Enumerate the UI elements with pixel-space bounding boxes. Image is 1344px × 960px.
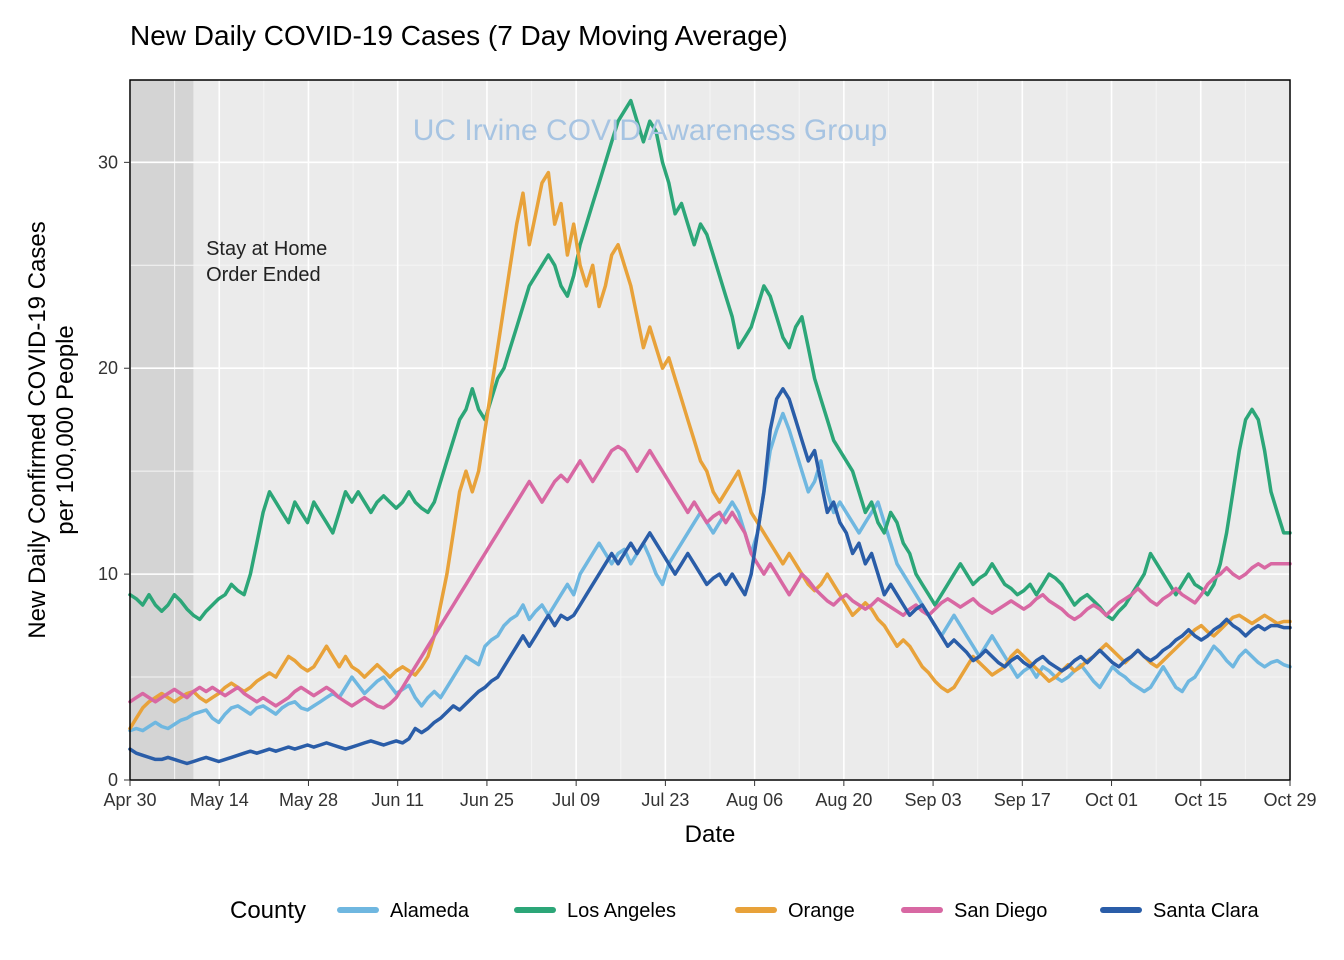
y-tick-label: 0	[108, 770, 118, 790]
chart-container: 0 10 20 30 Apr 30 May 14 May 28 Jun 11 Jun 25 Jul…	[0, 0, 1344, 960]
x-tick-label: Jul 23	[641, 790, 689, 810]
x-tick-label: May 28	[279, 790, 338, 810]
x-tick-label: Jun 25	[460, 790, 514, 810]
x-tick-label: Jun 11	[371, 790, 424, 810]
y-tick-label: 30	[98, 152, 118, 172]
x-tick-label: Sep 17	[994, 790, 1051, 810]
legend-label: Alameda	[390, 900, 470, 922]
x-tick-label: Jul 09	[552, 790, 600, 810]
x-tick-label: Sep 03	[905, 790, 962, 810]
x-tick-label: Aug 20	[815, 790, 872, 810]
x-tick-label: Oct 29	[1263, 790, 1316, 810]
legend-title: County	[230, 897, 306, 924]
shaded-region	[130, 80, 193, 780]
watermark-text: UC Irvine COVID Awareness Group	[413, 114, 888, 147]
x-tick-label: May 14	[190, 790, 249, 810]
chart-title: New Daily COVID-19 Cases (7 Day Moving A…	[130, 20, 788, 51]
legend-label: Los Angeles	[567, 900, 676, 922]
legend-label: San Diego	[954, 900, 1047, 922]
y-axis-label: New Daily Confirmed COVID-19 Casesper 10…	[24, 221, 79, 638]
x-tick-label: Apr 30	[103, 790, 156, 810]
x-axis-label: Date	[685, 821, 736, 848]
x-tick-label: Aug 06	[726, 790, 783, 810]
legend-label: Orange	[788, 900, 855, 922]
chart-svg: 0 10 20 30 Apr 30 May 14 May 28 Jun 11 Jun 25 Jul…	[0, 0, 1344, 960]
x-tick-label: Oct 15	[1174, 790, 1227, 810]
y-tick-label: 20	[98, 358, 118, 378]
y-tick-label: 10	[98, 564, 118, 584]
legend-label: Santa Clara	[1153, 900, 1259, 922]
x-tick-label: Oct 01	[1085, 790, 1138, 810]
